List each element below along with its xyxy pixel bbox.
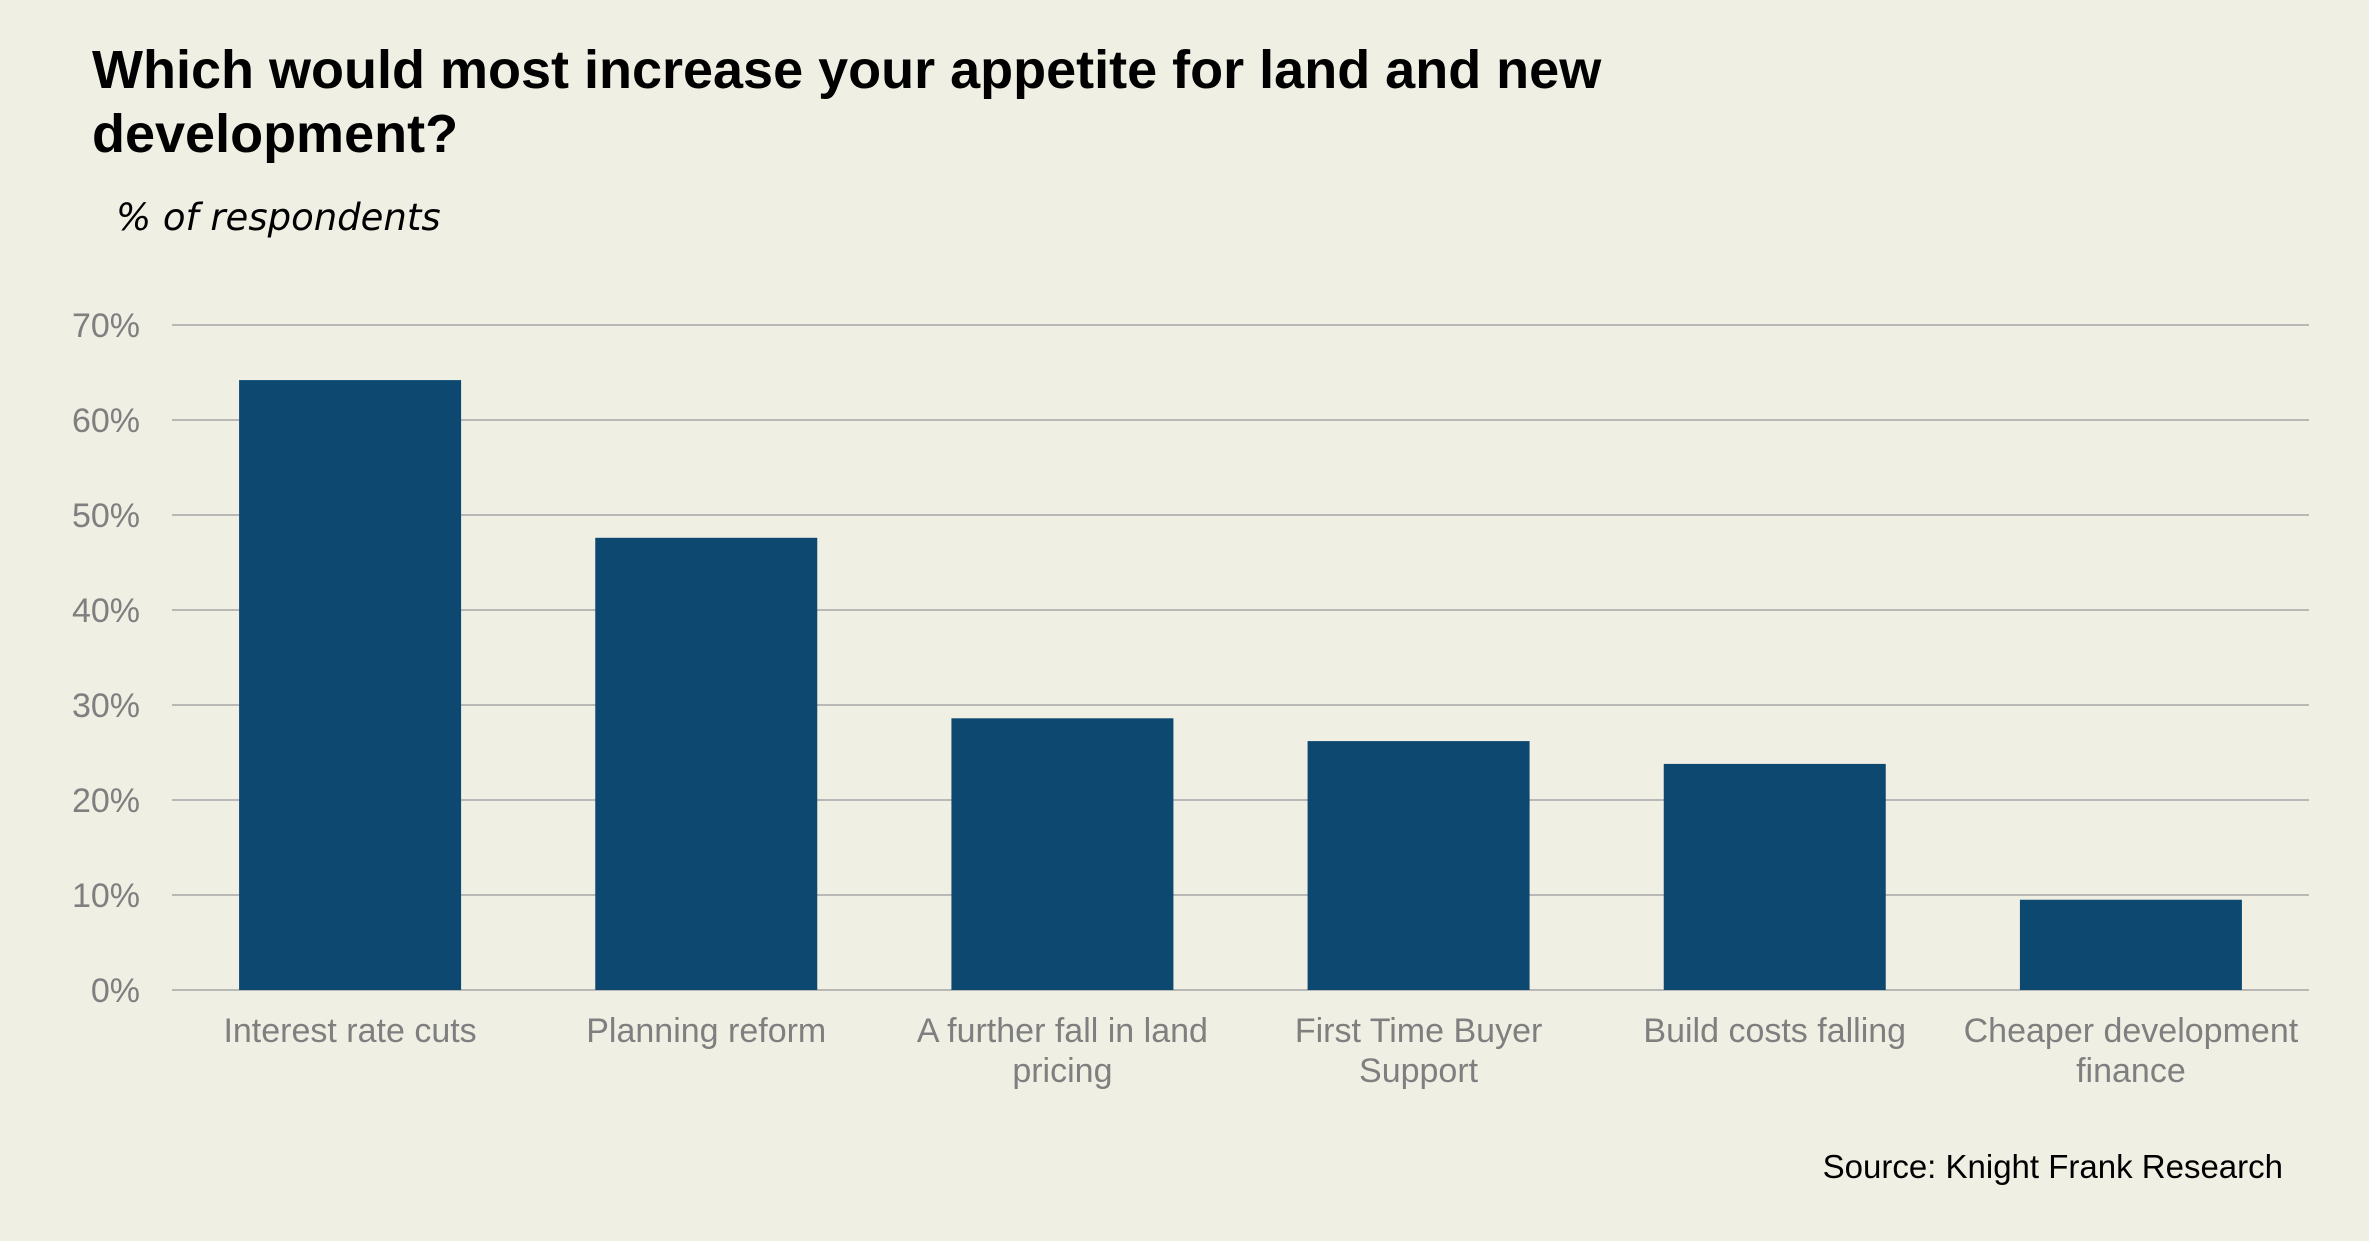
bar xyxy=(1307,741,1530,990)
y-tick-label: 20% xyxy=(72,782,140,820)
y-tick-label: 10% xyxy=(72,877,140,915)
y-tick-label: 0% xyxy=(91,972,140,1010)
x-tick-label: A further fall in land xyxy=(917,1012,1208,1050)
chart-title: Which would most increase your appetite … xyxy=(92,40,1602,164)
bar xyxy=(595,537,818,990)
y-tick-label: 50% xyxy=(72,497,140,535)
bar xyxy=(239,380,462,991)
chart-subtitle: % of respondents xyxy=(116,196,441,239)
x-tick-label: Cheaper development xyxy=(1964,1012,2299,1050)
bar xyxy=(951,718,1174,990)
x-tick-label: Planning reform xyxy=(586,1012,826,1050)
x-tick-label: finance xyxy=(2076,1052,2186,1090)
x-tick-label: pricing xyxy=(1012,1052,1112,1090)
bar xyxy=(2019,899,2242,990)
x-tick-label: Interest rate cuts xyxy=(223,1012,476,1050)
y-tick-label: 60% xyxy=(72,402,140,440)
bar xyxy=(1663,763,1886,990)
x-tick-label: Support xyxy=(1359,1052,1479,1090)
y-tick-label: 40% xyxy=(72,592,140,630)
x-tick-label: First Time Buyer xyxy=(1295,1012,1542,1050)
source-note: Source: Knight Frank Research xyxy=(1822,1148,2283,1185)
y-tick-label: 30% xyxy=(72,687,140,725)
y-tick-label: 70% xyxy=(72,307,140,345)
x-tick-label: Build costs falling xyxy=(1643,1012,1906,1050)
